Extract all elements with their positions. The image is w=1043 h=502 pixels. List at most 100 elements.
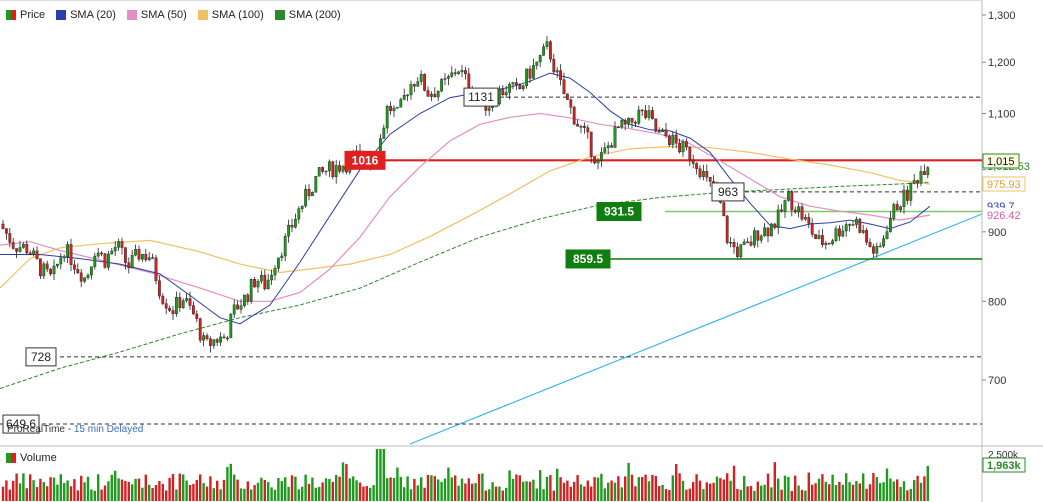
candle-body bbox=[579, 126, 583, 128]
candle-body bbox=[613, 126, 617, 148]
volume-bar bbox=[260, 477, 263, 501]
volume-bar bbox=[389, 477, 392, 501]
candle-body bbox=[334, 165, 338, 178]
legend-item-sma200[interactable]: SMA (200) bbox=[274, 9, 341, 21]
legend-item-sma100[interactable]: SMA (100) bbox=[197, 9, 264, 21]
volume-bar bbox=[909, 488, 912, 501]
candle-body bbox=[430, 93, 433, 97]
chart-legend: Price SMA (20) SMA (50) SMA (100) SMA (2… bbox=[6, 9, 352, 21]
volume-bar bbox=[569, 486, 572, 501]
volume-legend[interactable]: Volume bbox=[6, 452, 57, 464]
volume-bar bbox=[270, 487, 273, 501]
candle-body bbox=[603, 147, 607, 153]
volume-bar bbox=[12, 480, 15, 501]
candle-body bbox=[382, 127, 386, 139]
volume-bar bbox=[749, 485, 753, 501]
candle-body bbox=[389, 105, 392, 112]
volume-bar bbox=[131, 484, 134, 501]
candle-body bbox=[861, 230, 865, 233]
volume-bar bbox=[624, 476, 627, 501]
volume-bar bbox=[736, 489, 739, 501]
volume-bar bbox=[732, 465, 736, 501]
candle-body bbox=[35, 250, 39, 259]
legend-item-sma20[interactable]: SMA (20) bbox=[56, 9, 116, 21]
volume-bar bbox=[712, 482, 715, 501]
volume-bar bbox=[678, 473, 681, 501]
volume-bar bbox=[518, 475, 521, 501]
candle-body bbox=[644, 110, 648, 118]
volume-bar bbox=[392, 477, 396, 501]
candle-body bbox=[535, 61, 539, 66]
candle-body bbox=[620, 120, 624, 128]
candle-body bbox=[661, 129, 665, 133]
volume-bar bbox=[804, 490, 807, 501]
volume-bar bbox=[851, 484, 855, 501]
candle-body bbox=[106, 253, 110, 268]
volume-bar bbox=[494, 486, 498, 501]
candle-body bbox=[804, 217, 807, 220]
source-delay: 15 min Delayed bbox=[73, 424, 144, 435]
candle-body bbox=[926, 167, 930, 175]
candle-body bbox=[627, 117, 631, 125]
candle-body bbox=[916, 180, 920, 184]
candle-body bbox=[232, 304, 236, 315]
candle-body bbox=[525, 68, 529, 86]
volume-bar bbox=[709, 483, 712, 501]
legend-item-sma50[interactable]: SMA (50) bbox=[126, 9, 187, 21]
volume-bar bbox=[399, 476, 402, 501]
volume-bar bbox=[239, 488, 243, 501]
candle-body bbox=[246, 294, 250, 302]
candle-body bbox=[912, 180, 916, 184]
volume-bar bbox=[178, 473, 181, 501]
volume-bar bbox=[148, 484, 151, 501]
candle-body bbox=[766, 227, 770, 237]
volume-bar bbox=[22, 473, 25, 501]
volume-bar bbox=[97, 474, 100, 501]
volume-bar bbox=[841, 484, 844, 501]
candle-body bbox=[770, 223, 773, 237]
volume-bar bbox=[919, 482, 923, 501]
volume-bar bbox=[474, 482, 477, 501]
volume-bar bbox=[420, 477, 423, 501]
volume-bar bbox=[926, 466, 929, 501]
candle-body bbox=[321, 167, 324, 172]
legend-item-price[interactable]: Price bbox=[6, 9, 45, 21]
volume-bar bbox=[661, 484, 664, 501]
volume-bar bbox=[358, 482, 362, 501]
volume-label: Volume bbox=[20, 452, 57, 464]
candle-body bbox=[215, 339, 219, 343]
volume-bar bbox=[253, 485, 256, 501]
volume-bar bbox=[454, 475, 457, 501]
candle-body bbox=[678, 142, 682, 153]
volume-bar bbox=[556, 468, 559, 501]
candle-body bbox=[212, 339, 216, 346]
volume-bar bbox=[447, 467, 450, 501]
candle-body bbox=[406, 94, 409, 97]
volume-bar bbox=[219, 489, 222, 501]
y-tick-label: 900 bbox=[988, 227, 1006, 239]
legend-swatch bbox=[274, 10, 285, 20]
volume-bar bbox=[318, 486, 321, 501]
candle-body bbox=[583, 126, 586, 128]
volume-bar bbox=[267, 482, 270, 501]
volume-bar bbox=[124, 481, 127, 501]
candle-body bbox=[154, 257, 158, 281]
volume-bar bbox=[552, 490, 555, 501]
candle-body bbox=[576, 123, 580, 127]
volume-bar bbox=[576, 475, 579, 501]
volume-bar bbox=[280, 481, 283, 501]
volume-bar bbox=[229, 463, 232, 501]
volume-bar bbox=[545, 476, 549, 501]
volume-bar bbox=[216, 480, 219, 501]
volume-bar bbox=[90, 489, 93, 501]
candle-body bbox=[817, 235, 821, 239]
volume-bar bbox=[233, 474, 236, 501]
volume-bar bbox=[246, 481, 249, 501]
candle-body bbox=[157, 280, 161, 297]
level-tag-859.5: 859.5 bbox=[573, 252, 603, 266]
volume-bar bbox=[780, 489, 783, 501]
volume-bar bbox=[620, 487, 623, 501]
volume-bar bbox=[222, 479, 226, 501]
y-axis: 700 800 900 1,100 1,200 1,300 bbox=[982, 10, 1016, 387]
